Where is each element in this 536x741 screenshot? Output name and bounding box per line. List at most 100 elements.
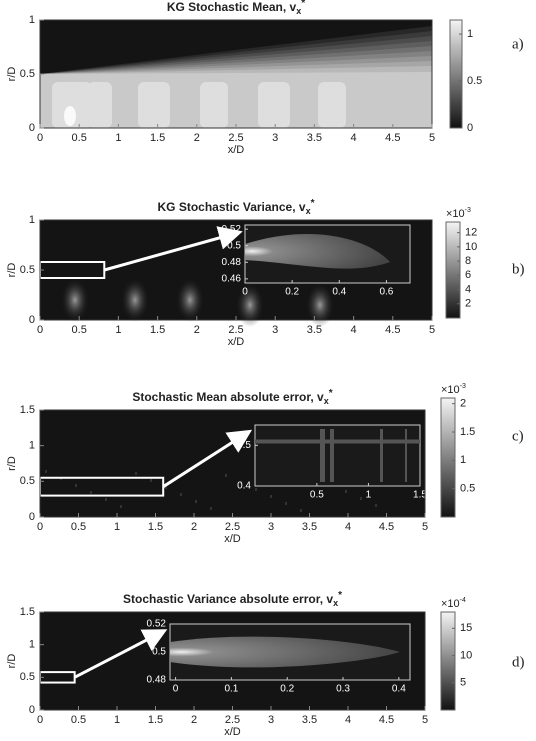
y-axis-label: r/D [6,456,18,471]
colorbar-tick-label: 4 [465,283,471,295]
contour-fill [176,278,204,322]
y-tick-label: 0.5 [20,671,35,683]
colorbar-exponent: ×10-3 [446,207,471,220]
contour-fill [88,82,112,128]
chart-title: Stochastic Variance absolute error, vx* [123,590,342,609]
y-tick-label: 1 [29,14,35,26]
title-superscript: * [301,0,305,9]
inset-y-tick-label: 0.4 [237,481,251,492]
inset-y-tick-label: 0.48 [222,257,242,268]
title-superscript: * [311,198,315,209]
contour-fill [240,481,242,484]
zoom-arrow [162,429,253,488]
colorbar [445,221,461,319]
x-tick-label: 4.5 [379,714,394,726]
panel-label: c) [512,428,524,444]
inset-x-tick-label: 0.4 [332,287,346,298]
contour-fill [120,505,122,508]
x-tick-label: 0 [37,132,43,144]
contour-fill [225,474,227,477]
x-tick-label: 3.5 [302,521,317,533]
colorbar-tick-label: 10 [460,649,472,661]
chart-title: KG Stochastic Variance, vx* [158,198,315,217]
colorbar-tick-label: 1.5 [460,426,475,438]
x-tick-label: 3 [272,132,278,144]
exponent-power: -3 [465,207,471,214]
x-tick-label: 1.5 [150,132,165,144]
x-tick-label: 3 [272,324,278,336]
colorbar-tick-label: 5 [460,677,466,689]
x-tick-label: 5 [429,132,435,144]
y-tick-label: 0 [29,122,35,134]
x-tick-label: 0.5 [71,521,86,533]
y-tick-label: 1 [29,639,35,651]
x-tick-label: 1 [114,521,120,533]
colorbar-tick-label: 0 [467,122,473,134]
exponent-base: ×10 [441,598,460,610]
zoom-arrow [73,629,168,679]
contour-fill [180,493,182,496]
inset-y-tick-label: 0.52 [222,224,242,235]
contour-fill [318,82,346,128]
title-subscript: x [324,396,329,406]
y-tick-label: 1 [29,214,35,226]
y-axis-label: r/D [6,263,18,278]
contour-fill [375,504,377,507]
contour-fill [345,490,347,493]
colorbar-tick-label: 0.5 [460,483,475,495]
x-tick-label: 4 [351,132,357,144]
y-axis-label: r/D [6,654,18,669]
chart-title: KG Stochastic Mean, vx* [167,0,305,16]
x-tick-label: 2.5 [225,521,240,533]
chart-title: Stochastic Mean absolute error, vx* [132,388,332,407]
inset-x-tick-label: 0 [242,287,248,298]
inset-x-tick-label: 0.5 [310,490,324,501]
contour-fill [236,283,264,327]
colorbar-tick-label: 10 [465,241,477,253]
panel-label: a) [512,36,524,52]
contour-fill [150,479,152,482]
x-tick-label: 3 [268,714,274,726]
contour-fill [285,502,287,505]
colorbar-tick-label: 15 [460,622,472,634]
inset-x-tick-label: 1 [366,490,372,501]
inset-x-tick-label: 0 [173,684,179,695]
x-tick-label: 1 [115,132,121,144]
contour-fill [320,429,325,482]
inset-x-tick-label: 0.1 [224,684,238,695]
x-tick-label: 2.5 [228,324,243,336]
x-tick-label: 4.5 [379,521,394,533]
contour-fill [210,507,212,510]
x-tick-label: 2 [194,324,200,336]
inset-y-tick-label: 0.5 [152,647,166,658]
title-text: KG Stochastic Mean, v [167,0,297,14]
y-tick-label: 1.5 [20,404,35,416]
x-tick-label: 2.5 [225,714,240,726]
colorbar [449,19,463,129]
title-text: Stochastic Variance absolute error, v [123,592,333,606]
inset-y-tick-label: 0.48 [147,675,167,686]
x-axis-label: x/D [228,336,245,348]
title-subscript: x [306,206,311,216]
exponent-power: -3 [460,383,466,390]
contour-fill [270,495,272,498]
contour-fill [195,500,197,503]
colorbar-tick-label: 0.5 [467,75,482,87]
x-tick-label: 5 [422,714,428,726]
y-tick-label: 0.5 [20,475,35,487]
colorbar-tick-label: 2 [465,298,471,310]
x-tick-label: 2 [191,714,197,726]
inset-x-tick-label: 0.4 [392,684,406,695]
colorbar-tick-label: 6 [465,269,471,281]
contour-fill [64,106,76,126]
inset-y-tick-label: 0.5 [227,240,241,251]
contour-fill [306,283,334,327]
contour-fill [75,484,77,487]
contour-fill [138,82,170,128]
exponent-power: -4 [460,597,466,604]
x-tick-label: 4 [351,324,357,336]
contour-fill [330,429,334,482]
inset-x-tick-label: 0.3 [336,684,350,695]
y-tick-label: 0 [29,704,35,716]
panel-label: b) [512,261,525,277]
